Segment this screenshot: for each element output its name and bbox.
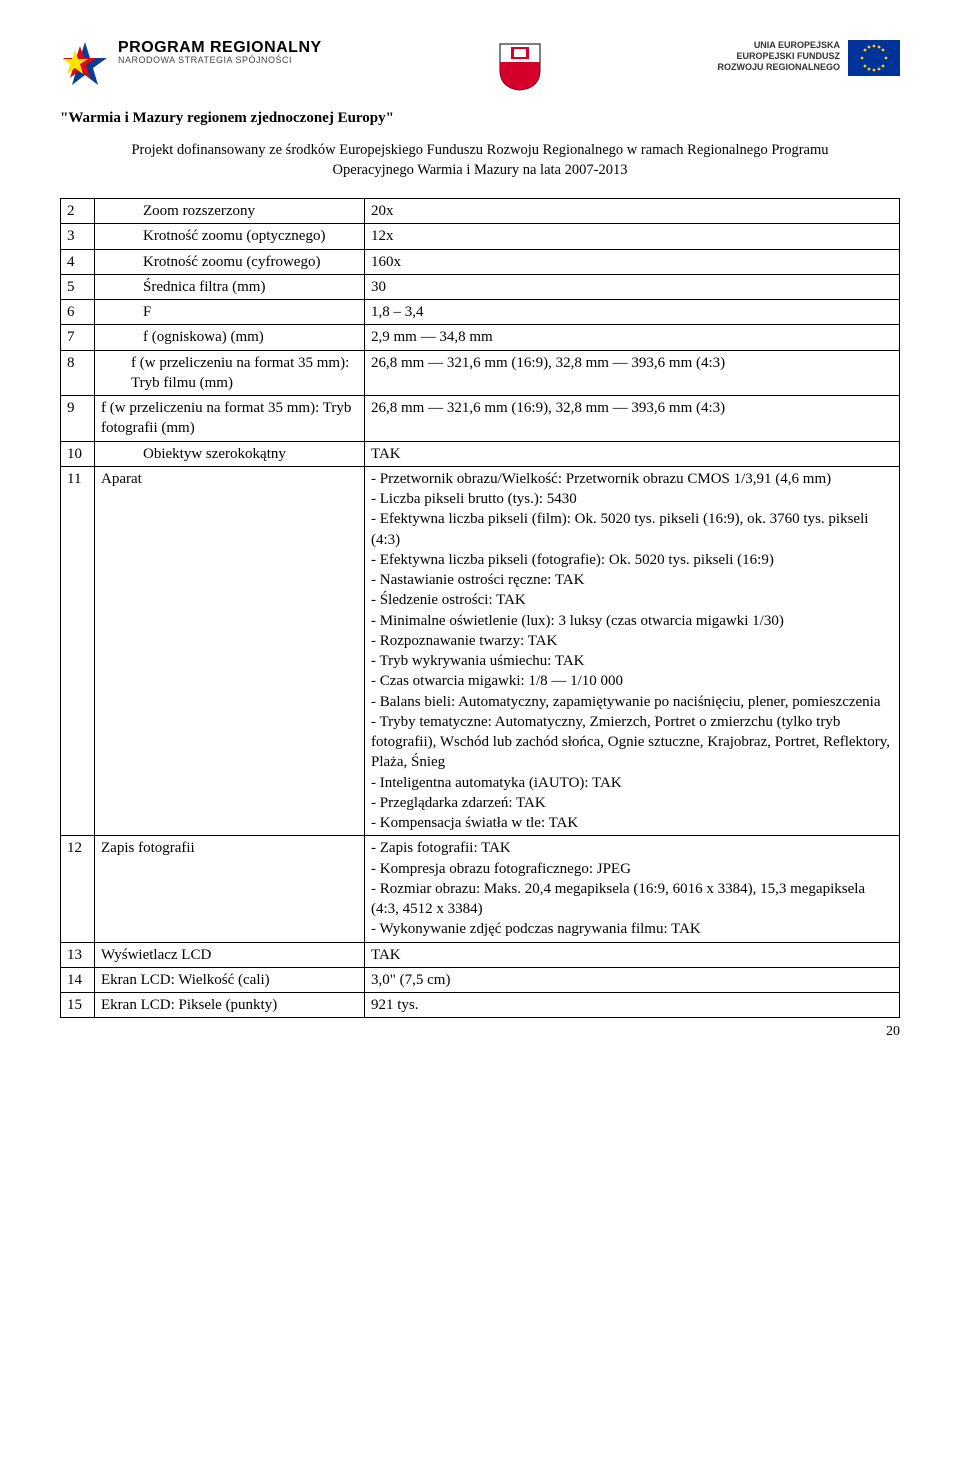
table-row: 6 F 1,8 – 3,4 xyxy=(61,300,900,325)
table-row: 5 Średnica filtra (mm) 30 xyxy=(61,274,900,299)
row-label: f (ogniskowa) (mm) xyxy=(95,325,365,350)
row-value: 3,0" (7,5 cm) xyxy=(365,967,900,992)
row-number: 7 xyxy=(61,325,95,350)
table-row: 15 Ekran LCD: Piksele (punkty) 921 tys. xyxy=(61,993,900,1018)
eu-line-1: UNIA EUROPEJSKA xyxy=(717,40,840,51)
table-row: 3 Krotność zoomu (optycznego) 12x xyxy=(61,224,900,249)
slogan-text: "Warmia i Mazury regionem zjednoczonej E… xyxy=(60,110,900,127)
row-number: 9 xyxy=(61,396,95,442)
row-label: Zoom rozszerzony xyxy=(95,199,365,224)
table-row: 8 f (w przeliczeniu na format 35 mm): Tr… xyxy=(61,350,900,396)
row-number: 3 xyxy=(61,224,95,249)
document-page: PROGRAM REGIONALNY NARODOWA STRATEGIA SP… xyxy=(0,0,960,1070)
row-value: 2,9 mm — 34,8 mm xyxy=(365,325,900,350)
row-label: Ekran LCD: Piksele (punkty) xyxy=(95,993,365,1018)
row-value: TAK xyxy=(365,942,900,967)
row-label: Zapis fotografii xyxy=(95,836,365,942)
row-number: 2 xyxy=(61,199,95,224)
row-number: 10 xyxy=(61,441,95,466)
table-row: 4 Krotność zoomu (cyfrowego) 160x xyxy=(61,249,900,274)
row-label: Średnica filtra (mm) xyxy=(95,274,365,299)
row-value: 26,8 mm — 321,6 mm (16:9), 32,8 mm — 393… xyxy=(365,350,900,396)
table-row: 11 Aparat - Przetwornik obrazu/Wielkość:… xyxy=(61,466,900,836)
row-number: 5 xyxy=(61,274,95,299)
row-label: Aparat xyxy=(95,466,365,836)
row-value: TAK xyxy=(365,441,900,466)
row-label: f (w przeliczeniu na format 35 mm): Tryb… xyxy=(95,350,365,396)
row-number: 6 xyxy=(61,300,95,325)
spec-table: 2 Zoom rozszerzony 20x 3 Krotność zoomu … xyxy=(60,198,900,1018)
program-logo-icon xyxy=(60,40,110,90)
row-value: - Zapis fotografii: TAK - Kompresja obra… xyxy=(365,836,900,942)
eu-text-block: UNIA EUROPEJSKA EUROPEJSKI FUNDUSZ ROZWO… xyxy=(717,40,840,72)
header-left: PROGRAM REGIONALNY NARODOWA STRATEGIA SP… xyxy=(60,40,322,90)
row-label: f (w przeliczeniu na format 35 mm): Tryb… xyxy=(95,396,365,442)
row-label: Ekran LCD: Wielkość (cali) xyxy=(95,967,365,992)
coat-of-arms-icon xyxy=(498,40,542,92)
header-right: UNIA EUROPEJSKA EUROPEJSKI FUNDUSZ ROZWO… xyxy=(717,40,900,76)
row-number: 4 xyxy=(61,249,95,274)
program-text-block: PROGRAM REGIONALNY NARODOWA STRATEGIA SP… xyxy=(118,40,322,65)
table-row: 2 Zoom rozszerzony 20x xyxy=(61,199,900,224)
row-value: 30 xyxy=(365,274,900,299)
table-row: 9 f (w przeliczeniu na format 35 mm): Tr… xyxy=(61,396,900,442)
table-row: 7 f (ogniskowa) (mm) 2,9 mm — 34,8 mm xyxy=(61,325,900,350)
row-label: Krotność zoomu (cyfrowego) xyxy=(95,249,365,274)
row-value: 921 tys. xyxy=(365,993,900,1018)
row-value: - Przetwornik obrazu/Wielkość: Przetworn… xyxy=(365,466,900,836)
row-label: Wyświetlacz LCD xyxy=(95,942,365,967)
row-label: Krotność zoomu (optycznego) xyxy=(95,224,365,249)
funding-text: Projekt dofinansowany ze środków Europej… xyxy=(60,141,900,180)
table-row: 14 Ekran LCD: Wielkość (cali) 3,0" (7,5 … xyxy=(61,967,900,992)
eu-flag-icon xyxy=(848,40,900,76)
row-number: 11 xyxy=(61,466,95,836)
row-value: 160x xyxy=(365,249,900,274)
table-row: 12 Zapis fotografii - Zapis fotografii: … xyxy=(61,836,900,942)
row-value: 1,8 – 3,4 xyxy=(365,300,900,325)
funding-line-1: Projekt dofinansowany ze środków Europej… xyxy=(131,142,828,158)
funding-line-2: Operacyjnego Warmia i Mazury na lata 200… xyxy=(333,162,628,178)
program-subtitle: NARODOWA STRATEGIA SPÓJNOŚCI xyxy=(118,56,322,65)
row-number: 12 xyxy=(61,836,95,942)
row-value: 12x xyxy=(365,224,900,249)
table-row: 10 Obiektyw szerokokątny TAK xyxy=(61,441,900,466)
page-number: 20 xyxy=(60,1024,900,1040)
table-row: 13 Wyświetlacz LCD TAK xyxy=(61,942,900,967)
row-value: 26,8 mm — 321,6 mm (16:9), 32,8 mm — 393… xyxy=(365,396,900,442)
row-number: 13 xyxy=(61,942,95,967)
program-title: PROGRAM REGIONALNY xyxy=(118,40,322,56)
page-header: PROGRAM REGIONALNY NARODOWA STRATEGIA SP… xyxy=(60,40,900,92)
row-number: 14 xyxy=(61,967,95,992)
row-number: 15 xyxy=(61,993,95,1018)
row-label: Obiektyw szerokokątny xyxy=(95,441,365,466)
row-value: 20x xyxy=(365,199,900,224)
eu-line-3: ROZWOJU REGIONALNEGO xyxy=(717,62,840,73)
row-label: F xyxy=(95,300,365,325)
row-number: 8 xyxy=(61,350,95,396)
eu-line-2: EUROPEJSKI FUNDUSZ xyxy=(717,51,840,62)
